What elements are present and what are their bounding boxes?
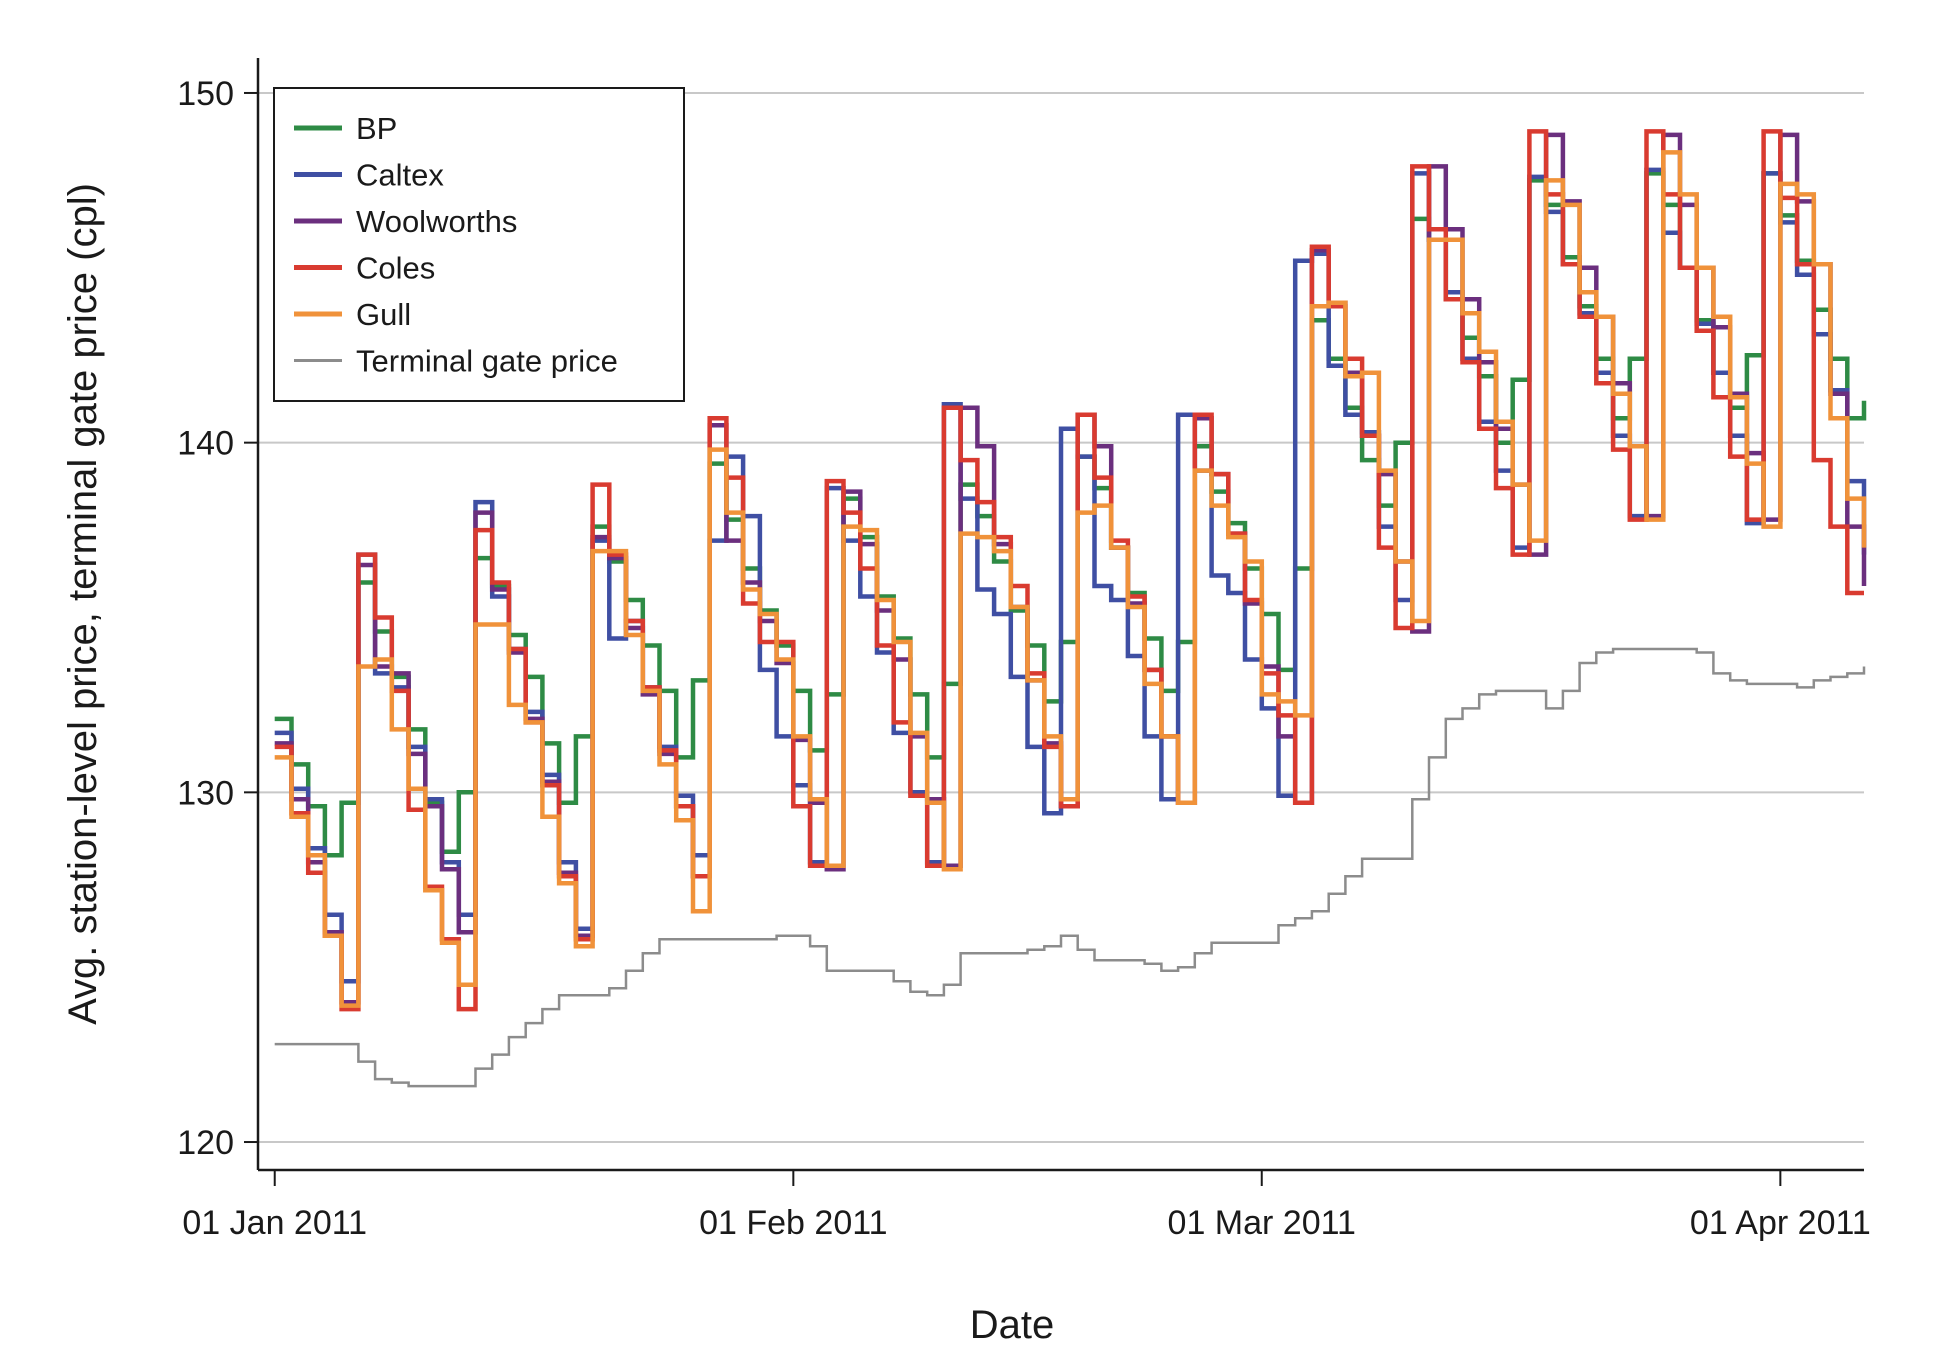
legend-label-gull: Gull	[356, 297, 411, 332]
legend-label-bp: BP	[356, 111, 397, 146]
y-tick-label: 150	[177, 75, 234, 113]
x-axis-title: Date	[970, 1303, 1055, 1347]
legend-label-woolworths: Woolworths	[356, 204, 517, 239]
y-tick-label: 130	[177, 774, 234, 812]
legend-box	[273, 87, 685, 402]
y-axis-title: Avg. station-level price, terminal gate …	[61, 183, 105, 1025]
x-tick-label: 01 Feb 2011	[699, 1204, 887, 1242]
x-tick-label: 01 Jan 2011	[182, 1204, 367, 1242]
x-tick-label: 01 Mar 2011	[1168, 1204, 1356, 1242]
y-tick-label: 140	[177, 425, 234, 463]
legend-label-coles: Coles	[356, 251, 435, 286]
series-lines	[274, 129, 1867, 1088]
axes	[244, 58, 1864, 1186]
tick-labels: 120 130 140 150 01 Jan 2011 01 Feb 2011 01 Mar…	[177, 75, 1871, 1242]
series-line-gull	[274, 150, 1867, 1008]
legend-label-caltex: Caltex	[356, 158, 444, 193]
legend-label-terminal-gate-price: Terminal gate price	[356, 344, 618, 379]
series-line-terminal-gate-price	[274, 647, 1866, 1088]
legend: BP Caltex Woolworths Coles Gull Terminal gate…	[273, 87, 685, 402]
y-tick-label: 120	[177, 1124, 234, 1162]
x-tick-label: 01 Apr 2011	[1690, 1204, 1871, 1242]
